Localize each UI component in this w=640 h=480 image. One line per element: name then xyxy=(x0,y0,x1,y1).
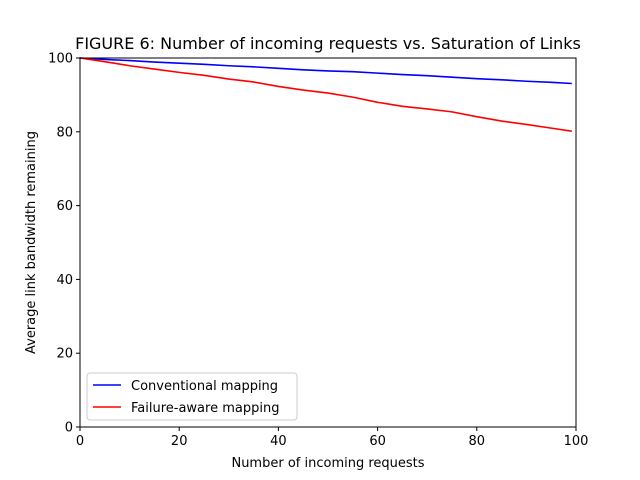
legend-label-conventional: Conventional mapping xyxy=(131,379,278,394)
x-tick-label: 80 xyxy=(469,434,486,449)
series-line-conventional xyxy=(79,57,572,85)
y-tick-label: 20 xyxy=(56,347,73,362)
ticks-layer: 0 20 40 60 80 100 0 20 40 60 80 100 xyxy=(48,52,588,450)
legend: Conventional mapping Failure-aware mappi… xyxy=(86,372,298,421)
series-line-failure-aware xyxy=(79,57,572,132)
y-tick-label: 60 xyxy=(56,199,73,214)
y-tick-label: 0 xyxy=(65,421,73,436)
series-layer xyxy=(79,57,572,132)
y-tick-label: 80 xyxy=(56,125,73,140)
y-axis-label: Average link bandwidth remaining xyxy=(24,131,39,354)
legend-label-failure-aware: Failure-aware mapping xyxy=(131,401,279,416)
x-tick-label: 60 xyxy=(369,434,386,449)
chart-title: FIGURE 6: Number of incoming requests vs… xyxy=(75,34,581,53)
x-tick-label: 20 xyxy=(171,434,188,449)
x-tick-label: 100 xyxy=(564,434,589,449)
x-tick-label: 40 xyxy=(270,434,287,449)
x-axis-label: Number of incoming requests xyxy=(231,456,424,471)
legend-box xyxy=(86,372,298,421)
x-tick-label: 0 xyxy=(76,434,84,449)
y-tick-label: 100 xyxy=(48,52,73,67)
y-tick-label: 40 xyxy=(56,273,73,288)
plot-frame xyxy=(79,57,577,428)
